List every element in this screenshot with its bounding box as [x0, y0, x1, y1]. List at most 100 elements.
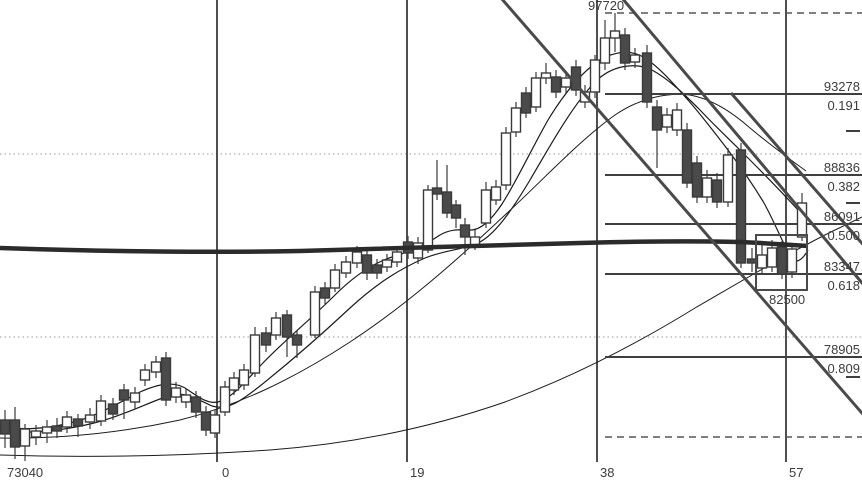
candle-body-bullish	[701, 177, 713, 198]
candle-body-bullish	[589, 59, 601, 93]
candle-body-bearish	[681, 129, 693, 184]
candle-body-bearish	[651, 106, 663, 131]
candle	[361, 250, 373, 280]
candle	[200, 406, 212, 436]
candle-body-bullish	[249, 334, 261, 374]
candle-body-bullish	[95, 400, 107, 422]
candle-body-bullish	[129, 392, 141, 403]
candle-body-bullish	[84, 414, 96, 423]
trendline[interactable]	[500, 0, 862, 420]
candle-body-bullish	[351, 251, 363, 264]
candle	[107, 398, 119, 420]
candle-body-bearish	[200, 411, 212, 431]
candle-body-bearish	[520, 92, 532, 114]
candle	[550, 70, 562, 98]
candle	[786, 244, 798, 278]
price-box[interactable]	[755, 234, 808, 291]
candle-body-bullish	[671, 109, 683, 131]
trendline[interactable]	[729, 92, 862, 256]
candle	[160, 352, 172, 406]
candle	[329, 264, 341, 292]
candle	[84, 408, 96, 429]
candle	[190, 391, 202, 418]
candle	[450, 200, 462, 228]
x-axis-label: 38	[600, 465, 614, 480]
candle-body-bullish	[139, 369, 151, 381]
candle	[260, 327, 272, 352]
candle	[170, 382, 182, 403]
candle-body-bearish	[431, 187, 443, 195]
fib-ratio-label: 0.382	[827, 179, 860, 194]
candle	[340, 256, 352, 278]
candle	[319, 282, 331, 304]
candle-body-bullish	[228, 377, 240, 391]
candle	[9, 407, 21, 459]
ma-thick-200-line	[0, 239, 809, 255]
candle	[139, 364, 151, 386]
candle-body-bearish	[281, 314, 293, 338]
candle-body-bearish	[160, 357, 172, 401]
candle	[180, 389, 192, 408]
candle-body-bullish	[180, 394, 192, 403]
candle	[570, 60, 582, 96]
candle-body-bearish	[711, 179, 723, 203]
trendline[interactable]	[621, 0, 862, 290]
fib-ratio-label: 0.191	[827, 98, 860, 113]
candle-body-bullish	[209, 414, 221, 434]
candle	[681, 123, 693, 188]
fib-ratio-label: 0.500	[827, 228, 860, 243]
candle	[520, 87, 532, 118]
candle-body-bearish	[118, 389, 130, 401]
candle-body-bearish	[450, 204, 462, 219]
candle-body-bullish	[238, 369, 250, 386]
candle	[219, 381, 231, 416]
candle-body-bearish	[776, 246, 788, 275]
x-axis-label: 19	[410, 465, 424, 480]
candle	[671, 103, 683, 136]
candle-body-bullish	[270, 317, 282, 336]
candle-body-bearish	[459, 224, 471, 238]
candle-body-bullish	[786, 248, 798, 273]
candle	[209, 409, 221, 438]
fib-price-label: 78905	[824, 342, 860, 357]
candle	[609, 13, 621, 52]
candle	[41, 420, 53, 443]
candle-body-bullish	[412, 242, 424, 259]
candle	[19, 424, 31, 461]
x-axis-label: 57	[789, 465, 803, 480]
ma-slow-line	[0, 93, 807, 439]
candle-body-bullish	[30, 430, 42, 438]
candle-body-bearish	[735, 149, 747, 264]
candle-body-bullish	[579, 91, 591, 103]
candle	[95, 395, 107, 426]
candle-body-bearish	[260, 332, 272, 346]
candle	[281, 310, 293, 357]
candle-body-bearish	[691, 162, 703, 198]
candle-body-bearish	[319, 287, 331, 299]
candle	[309, 286, 321, 338]
candle-body-bullish	[150, 361, 162, 373]
candle-body-bearish	[51, 425, 63, 432]
candle-body-bullish	[530, 77, 542, 108]
candle	[530, 72, 542, 112]
candle	[510, 102, 522, 137]
candle	[459, 218, 471, 255]
candle-body-bullish	[309, 291, 321, 336]
x-axis-label: 73040	[7, 465, 43, 480]
candle	[412, 237, 424, 264]
candle-body-bullish	[329, 269, 341, 289]
candle	[61, 411, 73, 433]
candle	[51, 418, 63, 438]
candle	[371, 259, 383, 279]
candle	[129, 387, 141, 409]
ma-long-line	[0, 216, 862, 457]
candle-body-bullish	[219, 386, 231, 413]
candle-body-bearish	[72, 418, 84, 427]
candle	[30, 425, 42, 445]
candle-body-bullish	[661, 114, 673, 128]
candle	[589, 55, 601, 98]
candle-body-bullish	[422, 189, 434, 251]
candle-body-bullish	[560, 77, 572, 88]
candle	[480, 182, 492, 228]
